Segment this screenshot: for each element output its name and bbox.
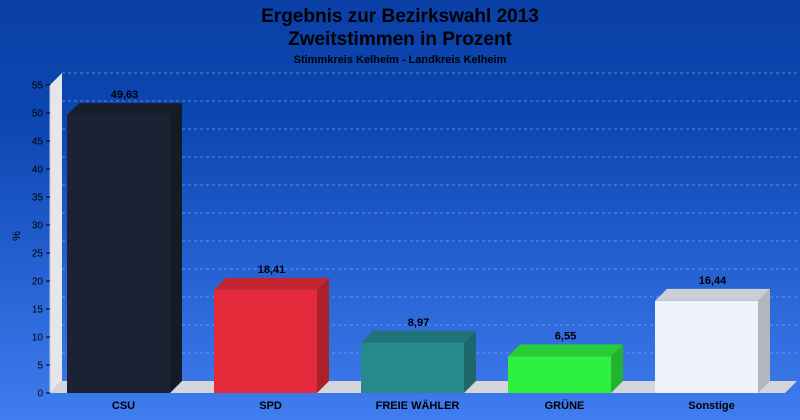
- x-tick-label: GRÜNE: [545, 399, 585, 412]
- bar-side: [170, 103, 182, 394]
- bar-side: [317, 277, 329, 393]
- bar: [67, 115, 170, 394]
- bar-top: [214, 277, 329, 290]
- bar-side: [464, 330, 476, 393]
- y-tick-label: 25: [32, 249, 44, 260]
- bar-top: [67, 103, 182, 116]
- chart-caption: Stimmkreis Kelheim - Landkreis Kelheim: [293, 54, 507, 66]
- chart-subtitle: Zweitstimmen in Prozent: [288, 29, 512, 50]
- y-tick-label: 45: [32, 137, 44, 148]
- x-tick-label: CSU: [112, 400, 135, 412]
- data-label: 8,97: [408, 317, 429, 329]
- y-tick-label: 5: [37, 361, 43, 372]
- bar: [361, 342, 464, 393]
- left-wall: [50, 73, 62, 393]
- bar: [214, 289, 317, 393]
- bar-top: [361, 330, 476, 343]
- x-tick-label: SPD: [259, 400, 282, 412]
- y-tick-label: 0: [37, 389, 43, 400]
- chart-title: Ergebnis zur Bezirkswahl 2013: [261, 6, 539, 27]
- y-tick-label: 20: [32, 277, 44, 288]
- bar-top: [508, 344, 623, 357]
- bar: [655, 300, 758, 393]
- bar-top: [655, 288, 770, 301]
- y-tick-label: 35: [32, 193, 44, 204]
- data-label: 6,55: [555, 330, 576, 342]
- y-tick-label: 15: [32, 305, 44, 316]
- data-label: 49,63: [111, 89, 139, 101]
- x-tick-label: Sonstige: [688, 400, 734, 412]
- y-tick-label: 10: [32, 333, 44, 344]
- y-axis-label: %: [11, 231, 23, 241]
- x-tick-label: FREIE WÄHLER: [376, 399, 460, 412]
- data-label: 16,44: [699, 275, 727, 287]
- bar: [508, 356, 611, 393]
- y-tick-label: 40: [32, 165, 44, 176]
- data-label: 18,41: [258, 264, 286, 276]
- bar-side: [611, 344, 623, 393]
- y-tick-label: 50: [32, 109, 44, 120]
- y-tick-label: 30: [32, 221, 44, 232]
- bar-side: [758, 288, 770, 393]
- y-tick-label: 55: [32, 81, 44, 92]
